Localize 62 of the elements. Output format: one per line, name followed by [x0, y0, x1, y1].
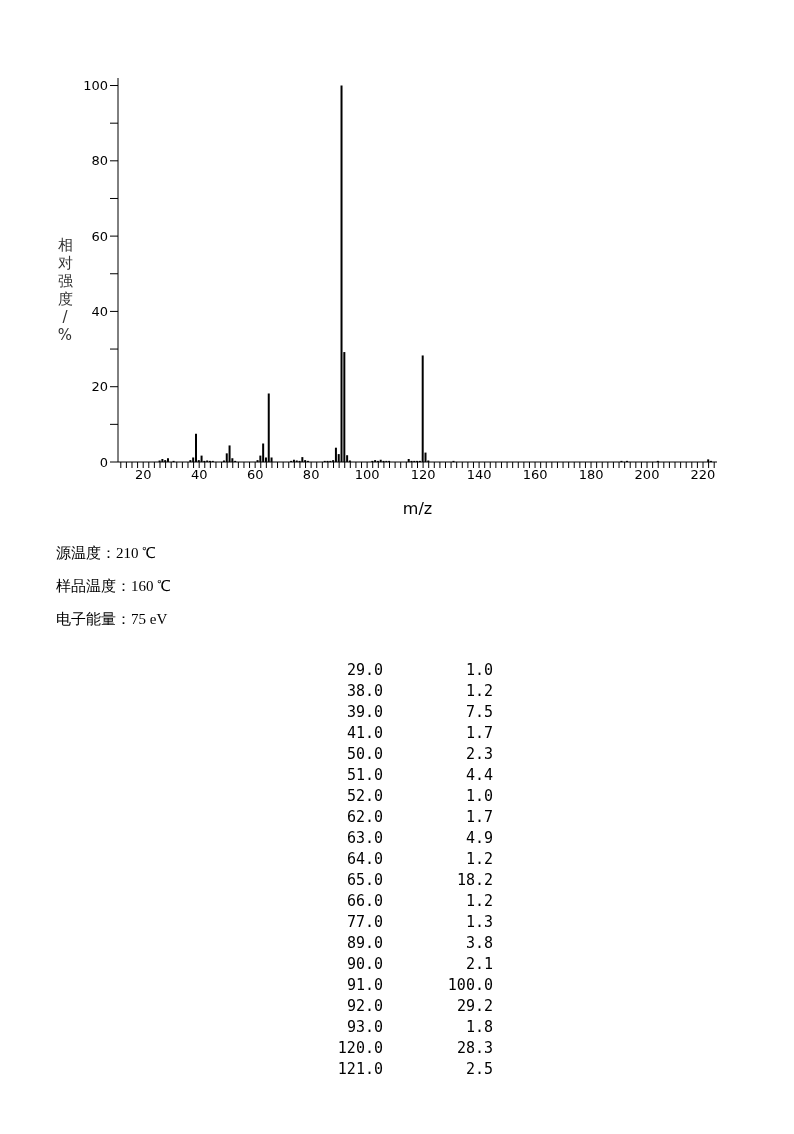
text: 65.0 — [345, 869, 383, 890]
text: 38.0 — [345, 680, 383, 701]
text: 1.7 — [464, 722, 493, 743]
text: 29.0 — [345, 659, 383, 680]
text: 1.7 — [464, 806, 493, 827]
text: 1.2 — [464, 890, 493, 911]
x-tick-label: 100 — [354, 467, 380, 483]
text: 1.2 — [464, 848, 493, 869]
text: 4.4 — [464, 764, 493, 785]
text: 64.0 — [345, 848, 383, 869]
y-tick-label: 60 — [91, 228, 108, 244]
text: 1.2 — [464, 680, 493, 701]
x-tick-label: 80 — [302, 467, 320, 483]
text: 样品温度：160 ℃ — [56, 577, 173, 596]
text: 63.0 — [345, 827, 383, 848]
text: 66.0 — [345, 890, 383, 911]
text: 28.3 — [455, 1037, 493, 1058]
x-tick-label: 120 — [410, 467, 436, 483]
text: 93.0 — [345, 1016, 383, 1037]
x-tick-label: 160 — [522, 467, 548, 483]
x-axis-title: m/z — [402, 499, 433, 518]
y-tick-label: 100 — [83, 78, 108, 94]
y-tick-label: 20 — [91, 379, 108, 395]
text: 1.8 — [464, 1016, 493, 1037]
text: 18.2 — [455, 869, 493, 890]
text: 39.0 — [345, 701, 383, 722]
y-tick-label: 0 — [99, 454, 108, 470]
text: 90.0 — [345, 953, 383, 974]
text: 3.8 — [464, 932, 493, 953]
text: 62.0 — [345, 806, 383, 827]
text: 电子能量：75 eV — [56, 610, 169, 629]
y-tick-label: 40 — [91, 304, 108, 320]
text: 91.0 — [345, 974, 383, 995]
text: 1.0 — [464, 785, 493, 806]
text: 2.5 — [464, 1058, 493, 1079]
text: 源温度：210 ℃ — [56, 544, 158, 563]
x-tick-label: 20 — [134, 467, 152, 483]
text: 2.1 — [464, 953, 493, 974]
text: 120.0 — [336, 1037, 383, 1058]
text: 121.0 — [336, 1058, 383, 1079]
y-axis-title: 相对强度/% — [56, 236, 74, 344]
text: 1.0 — [464, 659, 493, 680]
text: 92.0 — [345, 995, 383, 1016]
x-tick-label: 220 — [690, 467, 716, 483]
text: 100.0 — [446, 974, 493, 995]
text: 77.0 — [345, 911, 383, 932]
x-tick-label: 40 — [190, 467, 208, 483]
text: 1.3 — [464, 911, 493, 932]
text: 2.3 — [464, 743, 493, 764]
x-tick-label: 180 — [578, 467, 604, 483]
text: 89.0 — [345, 932, 383, 953]
text: 51.0 — [345, 764, 383, 785]
text: 7.5 — [464, 701, 493, 722]
text: 50.0 — [345, 743, 383, 764]
text: 4.9 — [464, 827, 493, 848]
text: 52.0 — [345, 785, 383, 806]
x-tick-label: 60 — [246, 467, 264, 483]
y-tick-label: 80 — [91, 153, 108, 169]
x-tick-label: 140 — [466, 467, 492, 483]
x-tick-label: 200 — [634, 467, 660, 483]
text: 41.0 — [345, 722, 383, 743]
text: 29.2 — [455, 995, 493, 1016]
